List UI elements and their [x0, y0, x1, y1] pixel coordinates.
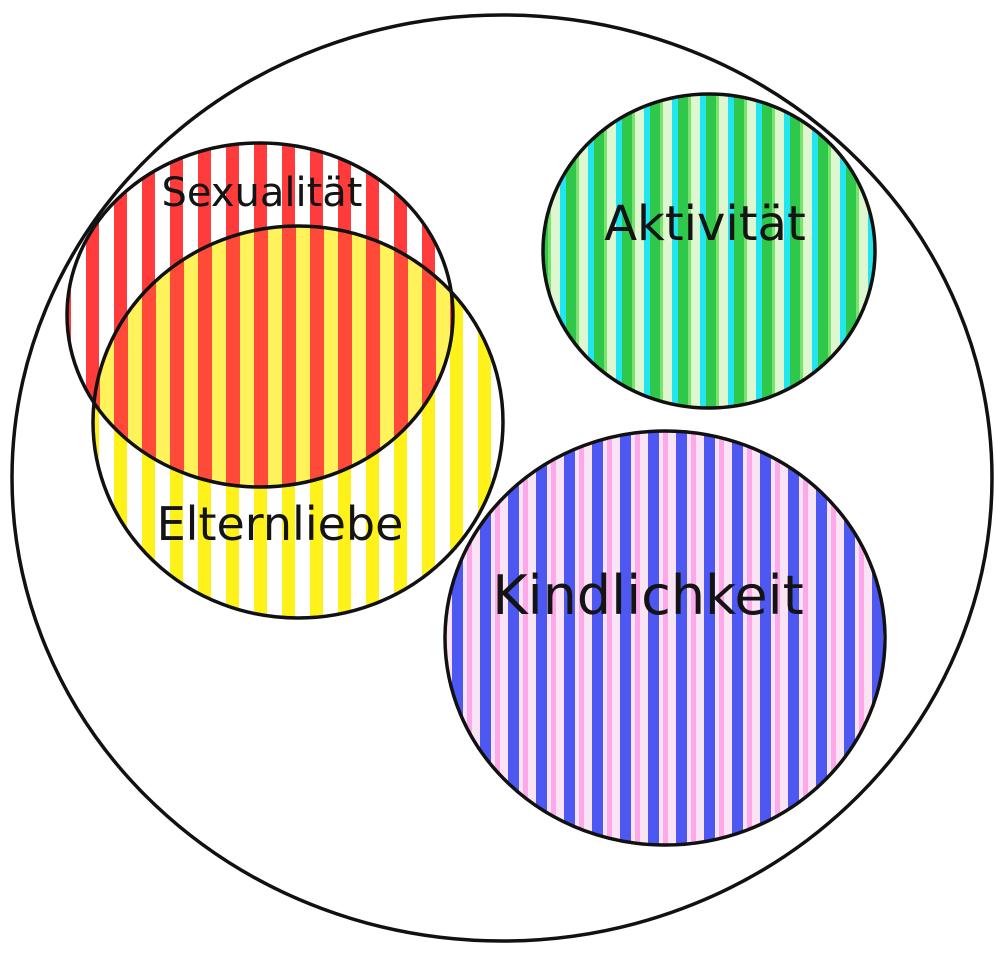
outline-elternliebe	[91, 224, 505, 620]
outline-kindlichkeit	[443, 429, 887, 847]
overlap-sexualitaet-elternliebe	[93, 226, 453, 487]
circle-aktivitaet	[543, 94, 875, 408]
label-aktivitaet: Aktivität	[604, 196, 806, 252]
outline-sexualitaet	[65, 141, 455, 489]
label-kindlichkeit: Kindlichkeit	[492, 564, 804, 627]
circle-kindlichkeit	[445, 431, 885, 845]
outline-aktivitaet	[541, 92, 877, 410]
outer-circle	[10, 13, 994, 943]
label-elternliebe: Elternliebe	[157, 497, 404, 551]
label-sexualitaet: Sexualität	[162, 170, 363, 216]
